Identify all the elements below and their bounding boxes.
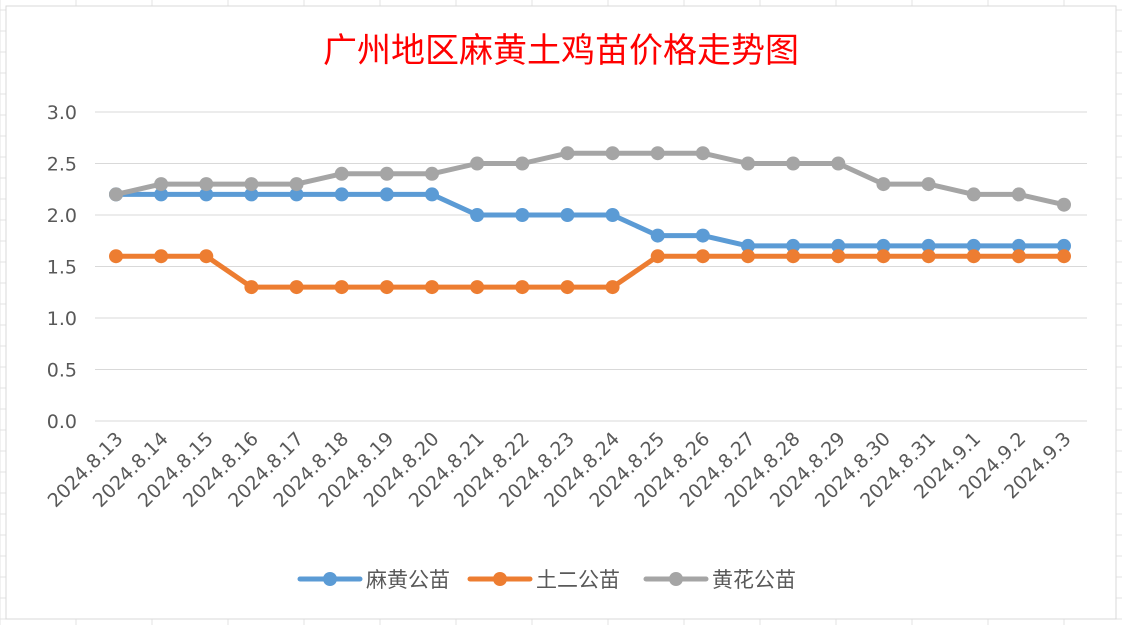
data-point <box>244 187 259 202</box>
data-point <box>695 146 710 161</box>
data-point <box>379 187 394 202</box>
data-point <box>289 177 304 192</box>
data-point <box>966 187 981 202</box>
plot-gridlines <box>95 111 1087 422</box>
data-point <box>831 249 846 264</box>
data-point <box>786 249 801 264</box>
series-line <box>113 191 1067 249</box>
legend-label: 土二公苗 <box>536 568 620 592</box>
y-tick-label: 0.0 <box>47 411 77 433</box>
data-point <box>1011 249 1026 264</box>
data-point <box>379 280 394 295</box>
data-point <box>1011 238 1026 253</box>
y-tick-label: 1.0 <box>47 308 77 330</box>
data-point <box>876 238 891 253</box>
data-point <box>786 238 801 253</box>
data-point <box>876 177 891 192</box>
data-point <box>470 156 485 171</box>
data-point <box>244 280 259 295</box>
legend-label: 黄花公苗 <box>712 568 796 592</box>
series-黄花公苗 <box>109 146 1071 212</box>
data-point <box>831 156 846 171</box>
data-point <box>515 280 530 295</box>
data-point <box>741 156 755 171</box>
data-point <box>831 238 846 253</box>
legend-item: 麻黄公苗 <box>297 568 450 592</box>
data-point <box>650 249 665 264</box>
data-point <box>425 166 439 181</box>
data-point <box>109 187 123 202</box>
series-group <box>109 146 1071 295</box>
data-point <box>199 249 214 264</box>
y-tick-label: 2.0 <box>47 205 77 227</box>
data-point <box>199 187 214 202</box>
legend-marker <box>669 572 683 586</box>
data-point <box>560 280 575 295</box>
data-point <box>379 166 394 181</box>
data-point <box>244 177 259 192</box>
series-土二公苗 <box>109 249 1071 295</box>
data-point <box>425 280 439 295</box>
data-point <box>334 166 349 181</box>
data-point <box>876 249 891 264</box>
chart-area <box>5 5 1117 620</box>
data-point <box>695 249 710 264</box>
data-point <box>199 177 214 192</box>
legend-marker <box>323 572 337 586</box>
data-point <box>334 187 349 202</box>
data-point <box>470 208 485 222</box>
series-line <box>113 150 1067 208</box>
data-point <box>1057 197 1071 212</box>
y-tick-label: 1.5 <box>47 257 77 279</box>
data-point <box>741 238 755 253</box>
data-point <box>605 146 620 161</box>
data-point <box>605 208 620 222</box>
data-point <box>154 177 169 192</box>
data-point <box>921 249 936 264</box>
data-point <box>605 280 620 295</box>
data-point <box>966 249 981 264</box>
data-point <box>109 249 123 264</box>
y-tick-label: 3.0 <box>47 102 77 124</box>
data-point <box>560 146 575 161</box>
data-point <box>515 156 530 171</box>
data-point <box>334 280 349 295</box>
chart-title: 广州地区麻黄土鸡苗价格走势图 <box>323 31 799 71</box>
data-point <box>289 187 304 202</box>
data-point <box>786 156 801 171</box>
y-tick-label: 0.5 <box>47 360 77 382</box>
legend: 麻黄公苗 土二公苗 黄花公苗 <box>297 568 796 592</box>
data-point <box>425 187 439 202</box>
data-point <box>966 238 981 253</box>
data-point <box>921 238 936 253</box>
data-point <box>1057 238 1071 253</box>
data-point <box>650 228 665 243</box>
data-point <box>650 146 665 161</box>
legend-label: 麻黄公苗 <box>366 568 450 592</box>
data-point <box>1057 249 1071 264</box>
data-point <box>1011 187 1026 202</box>
legend-item: 黄花公苗 <box>643 568 796 592</box>
data-point <box>154 249 169 264</box>
series-麻黄公苗 <box>109 187 1071 253</box>
data-point <box>154 187 169 202</box>
data-point <box>470 280 485 295</box>
data-point <box>921 177 936 192</box>
data-point <box>560 208 575 222</box>
y-tick-label: 2.5 <box>47 154 77 176</box>
data-point <box>515 208 530 222</box>
data-point <box>695 228 710 243</box>
legend-item: 土二公苗 <box>467 568 620 592</box>
series-line <box>113 253 1067 290</box>
data-point <box>289 280 304 295</box>
y-axis-ticks: 0.0 0.5 1.0 1.5 2.0 2.5 3.0 <box>47 102 77 433</box>
data-point <box>741 249 755 264</box>
legend-marker <box>493 572 507 586</box>
